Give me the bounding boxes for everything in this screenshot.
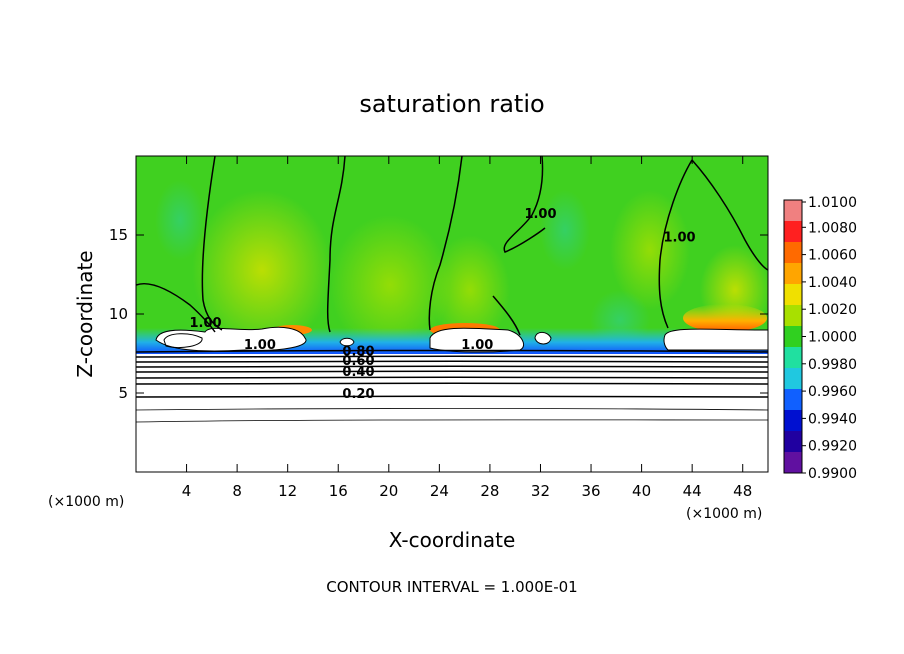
colorbar-swatch [784,242,802,264]
chart-title: saturation ratio [359,90,544,118]
x-axis-label: X-coordinate [389,528,516,552]
x-unit-label-left: (×1000 m) [48,494,124,510]
cloud-region [163,333,203,349]
colorbar-swatch [784,389,802,411]
colorbar-label: 1.0080 [808,220,857,236]
colorbar-swatch [784,284,802,306]
x-tick-label: 8 [232,482,242,500]
x-tick-label: 40 [632,482,651,500]
x-tick-label: 48 [733,482,752,500]
colorbar-label: 0.9960 [808,384,857,400]
cloud-region [339,337,355,347]
colorbar-swatch [784,305,802,327]
field-light-patch [192,190,332,350]
x-tick-label: 44 [683,482,702,500]
colorbar-label: 0.9920 [808,439,857,455]
x-tick-label: 24 [430,482,449,500]
cloud-region [663,328,768,351]
contour-label: 0.80 [342,345,374,360]
y-axis-label: Z-coordinate [73,250,97,377]
colorbar-swatch [784,368,802,390]
contour-label: 1.00 [461,338,493,353]
field-light-patch [330,215,450,355]
y-tick-label: 10 [109,305,128,323]
colorbar-label: 1.0020 [808,302,857,318]
plot-area: 1.00 1.00 1.00 1.00 1.00 0.800.600.40 0.20 [136,156,768,472]
field-light-patch [430,235,510,345]
colorbar-label: 1.0040 [808,275,857,291]
contour-label: 0.20 [342,387,374,402]
y-axis: 5 10 15 [109,226,768,402]
contour-label: 1.00 [524,207,556,222]
x-tick-label: 20 [379,482,398,500]
colorbar-label: 1.0100 [808,195,857,211]
field-cyan-patch [540,190,590,270]
x-tick-label: 16 [329,482,348,500]
contour-label: 0.60 [342,354,374,369]
colorbar-swatch [784,200,802,222]
contour-label: 0.40 [342,365,374,380]
cloud-region [429,327,524,353]
colorbar-swatch [784,431,802,453]
colorbar-swatch [784,410,802,432]
colorbar-swatch [784,326,802,348]
contour-labels: 1.00 1.00 1.00 1.00 1.00 0.800.600.40 0.20 [189,207,695,402]
field-white-lower [136,354,768,472]
colorbar-swatch [784,221,802,243]
x-tick-label: 32 [531,482,550,500]
contour-interval-label: CONTOUR INTERVAL = 1.000E-01 [326,578,577,596]
x-tick-label: 36 [581,482,600,500]
colorbar-label: 0.9940 [808,411,857,427]
colorbar-swatch [784,263,802,285]
x-axis: 4 8 12 16 20 24 28 32 36 40 44 48 [182,156,752,500]
cloud-region [534,331,552,345]
x-tick-label: 4 [182,482,192,500]
contour-label: 1.00 [663,231,695,246]
colorbar-label: 1.0060 [808,248,857,264]
field-orange-patch [683,304,767,332]
colorbar: 1.0100 1.0080 1.0060 1.0040 1.0020 1.0000 0.99… [783,195,857,482]
x-unit-label-right: (×1000 m) [686,506,762,522]
colorbar-label: 1.0000 [808,330,857,346]
y-tick-label: 5 [118,384,128,402]
x-tick-label: 12 [278,482,297,500]
contour-lines [136,156,768,423]
contour-label: 1.00 [189,316,221,331]
field-light-patch [610,190,690,310]
colorbar-swatch [784,452,802,474]
colorbar-swatch [784,347,802,369]
colorbar-label: 0.9980 [808,357,857,373]
colorbar-label: 0.9900 [808,466,857,482]
y-tick-label: 15 [109,226,128,244]
contour-label: 1.00 [244,338,276,353]
field-cyan-patch [155,180,205,260]
x-tick-label: 28 [480,482,499,500]
